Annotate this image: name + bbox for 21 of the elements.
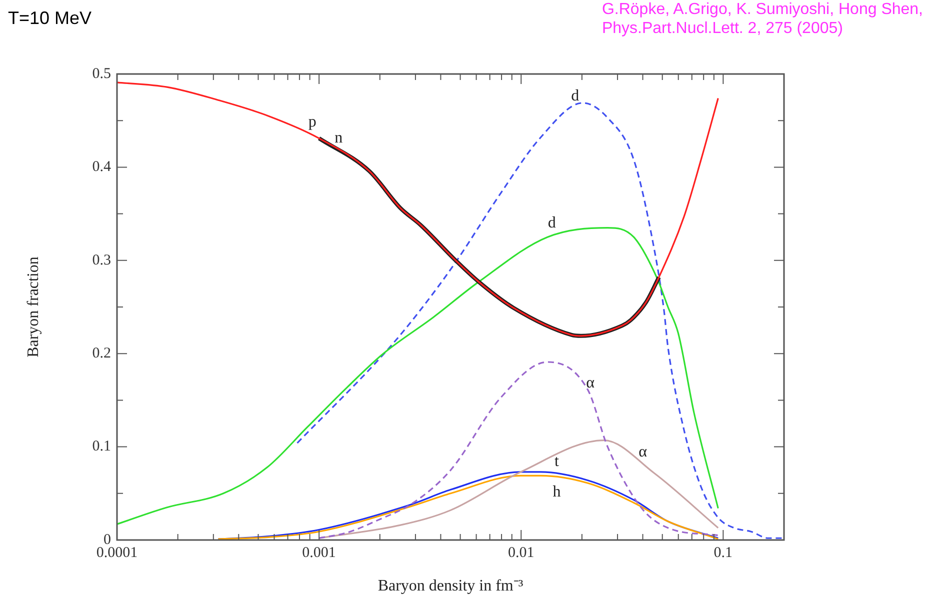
- x-axis-title: Baryon density in fm⁻³: [378, 578, 524, 595]
- annotation: d: [548, 214, 556, 232]
- x-tick-label: 0.1: [714, 544, 733, 561]
- x-tick-label: 0.01: [508, 544, 534, 561]
- annotation: α: [586, 374, 596, 392]
- annotation: α: [638, 444, 648, 461]
- text: Phys.Part.Nucl.Lett. 2, 275 (2005): [602, 19, 844, 38]
- annotation: p: [308, 114, 316, 131]
- y-tick-label: 0.1: [92, 438, 111, 455]
- x-tick-label: 0.001: [302, 544, 336, 561]
- annotation: h: [552, 484, 561, 501]
- y-tick-label: 0.2: [92, 346, 111, 362]
- text: G.Röpke, A.Grigo, K. Sumiyoshi, Hong Shen,: [602, 0, 923, 19]
- y-tick-label: 0.5: [92, 66, 111, 82]
- y-axis-title: Baryon fraction: [24, 256, 42, 358]
- y-tick-label: 0.4: [92, 159, 112, 176]
- annotation: t: [554, 452, 560, 470]
- annotation: n: [334, 130, 343, 147]
- annotation: d: [571, 88, 580, 105]
- y-tick-label: 0.3: [92, 252, 111, 268]
- chart-title: T=10 MeV: [8, 8, 92, 29]
